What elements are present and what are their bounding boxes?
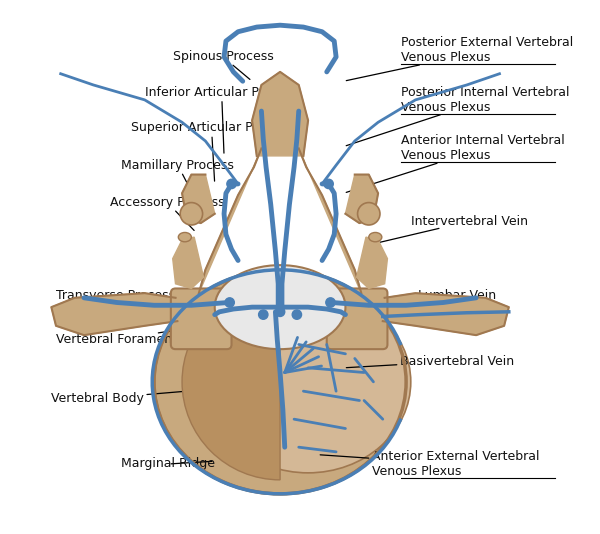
FancyBboxPatch shape: [171, 288, 232, 349]
Text: Intervertebral Vein: Intervertebral Vein: [365, 215, 528, 246]
Circle shape: [324, 179, 333, 189]
Ellipse shape: [154, 270, 406, 494]
Text: Spinous Process: Spinous Process: [173, 50, 274, 80]
FancyBboxPatch shape: [327, 288, 388, 349]
Text: Anterior Internal Vertebral
Venous Plexus: Anterior Internal Vertebral Venous Plexu…: [346, 135, 565, 192]
Ellipse shape: [215, 265, 346, 349]
Text: Inferior Articular Process: Inferior Articular Process: [145, 86, 299, 153]
Circle shape: [275, 307, 285, 317]
Wedge shape: [182, 284, 280, 480]
Ellipse shape: [205, 291, 411, 473]
Text: Posterior Internal Vertebral
Venous Plexus: Posterior Internal Vertebral Venous Plex…: [346, 86, 570, 146]
Polygon shape: [199, 148, 262, 293]
Circle shape: [259, 310, 268, 319]
Circle shape: [326, 298, 335, 307]
Ellipse shape: [178, 232, 191, 242]
Circle shape: [358, 202, 380, 225]
Text: Posterior External Vertebral
Venous Plexus: Posterior External Vertebral Venous Plex…: [346, 36, 574, 81]
Polygon shape: [52, 293, 178, 335]
Text: Accessory Process: Accessory Process: [110, 196, 225, 231]
Polygon shape: [383, 293, 509, 335]
Text: Lumbar Vein: Lumbar Vein: [404, 289, 496, 302]
Polygon shape: [299, 148, 361, 293]
Text: Vertebral Foramen: Vertebral Foramen: [56, 326, 201, 347]
Text: Anterior External Vertebral
Venous Plexus: Anterior External Vertebral Venous Plexu…: [320, 450, 539, 478]
Text: Marginal Ridge: Marginal Ridge: [121, 458, 215, 470]
Circle shape: [180, 202, 203, 225]
Polygon shape: [252, 72, 308, 156]
Text: Basivertebral Vein: Basivertebral Vein: [346, 355, 514, 368]
Circle shape: [227, 179, 236, 189]
Text: Mamillary Process: Mamillary Process: [121, 159, 234, 207]
Circle shape: [292, 310, 302, 319]
Circle shape: [225, 298, 235, 307]
Text: Vertebral Body: Vertebral Body: [52, 391, 184, 405]
Polygon shape: [356, 237, 388, 288]
Polygon shape: [182, 175, 215, 223]
Polygon shape: [173, 237, 203, 288]
Text: Transverse Process: Transverse Process: [56, 289, 175, 302]
Text: Superior Articular Process: Superior Articular Process: [131, 121, 292, 181]
Ellipse shape: [369, 232, 382, 242]
Polygon shape: [346, 175, 378, 223]
